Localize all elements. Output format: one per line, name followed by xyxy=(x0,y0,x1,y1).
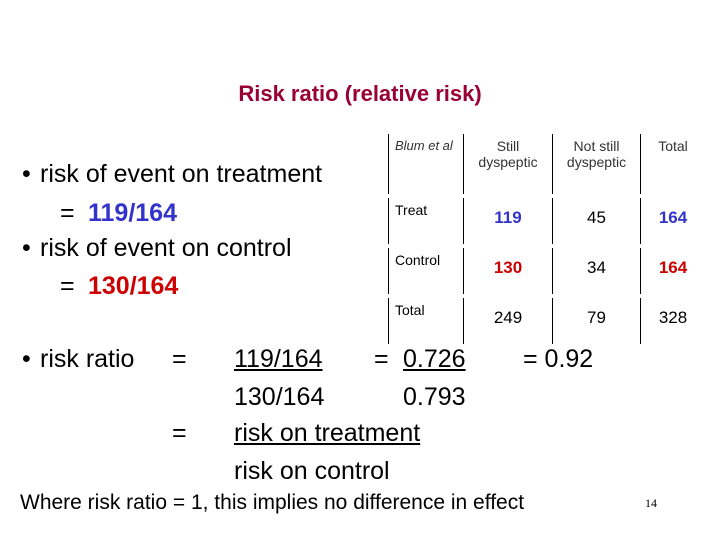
final-result: = 0.92 xyxy=(523,345,594,373)
table-row: Control 130 34 164 xyxy=(388,248,705,294)
cell: 45 xyxy=(552,198,640,244)
cell: 249 xyxy=(463,298,552,344)
title: Risk ratio (relative risk) xyxy=(238,81,482,106)
result-numerator: 0.726 xyxy=(403,345,466,373)
bullet-text: risk of event on control xyxy=(22,236,291,262)
header-cell: Still dyspeptic xyxy=(463,134,552,194)
result-denominator: 0.793 xyxy=(403,383,466,411)
cell: 164 xyxy=(640,198,705,244)
header-cell: Total xyxy=(640,134,705,194)
ratio-numerator: 119/164 xyxy=(234,345,323,373)
cell: 34 xyxy=(552,248,640,294)
table-row: Total 249 79 328 xyxy=(388,298,705,344)
text-numerator: risk on treatment xyxy=(234,419,421,447)
ratio-equals: = xyxy=(172,419,187,447)
ratio-label: risk ratio xyxy=(22,347,135,373)
bullet-value: 130/164 xyxy=(88,272,179,300)
cell: 130 xyxy=(463,248,552,294)
ratio-denominator: 130/164 xyxy=(234,383,325,411)
cell: 328 xyxy=(640,298,705,344)
data-table: Blum et al Still dyspeptic Not still dys… xyxy=(388,130,705,348)
page-number: 14 xyxy=(645,496,657,510)
cell: 79 xyxy=(552,298,640,344)
bullet-value: 119/164 xyxy=(88,199,177,227)
table-row: Treat 119 45 164 xyxy=(388,198,705,244)
bullet-text: risk of event on treatment xyxy=(22,162,322,188)
ratio-equals: = xyxy=(172,345,187,373)
result-equals: = xyxy=(374,345,389,373)
header-cell: Not still dyspeptic xyxy=(552,134,640,194)
header-cell: Blum et al xyxy=(388,134,463,194)
row-label: Total xyxy=(388,298,463,344)
row-label: Treat xyxy=(388,198,463,244)
bullet-equals: = xyxy=(60,199,75,227)
text-denominator: risk on control xyxy=(234,457,390,485)
bullet-equals: = xyxy=(60,272,75,300)
cell: 119 xyxy=(463,198,552,244)
row-label: Control xyxy=(388,248,463,294)
table-header: Blum et al Still dyspeptic Not still dys… xyxy=(388,134,705,194)
cell: 164 xyxy=(640,248,705,294)
footer: Where risk ratio = 1, this implies no di… xyxy=(20,491,525,514)
